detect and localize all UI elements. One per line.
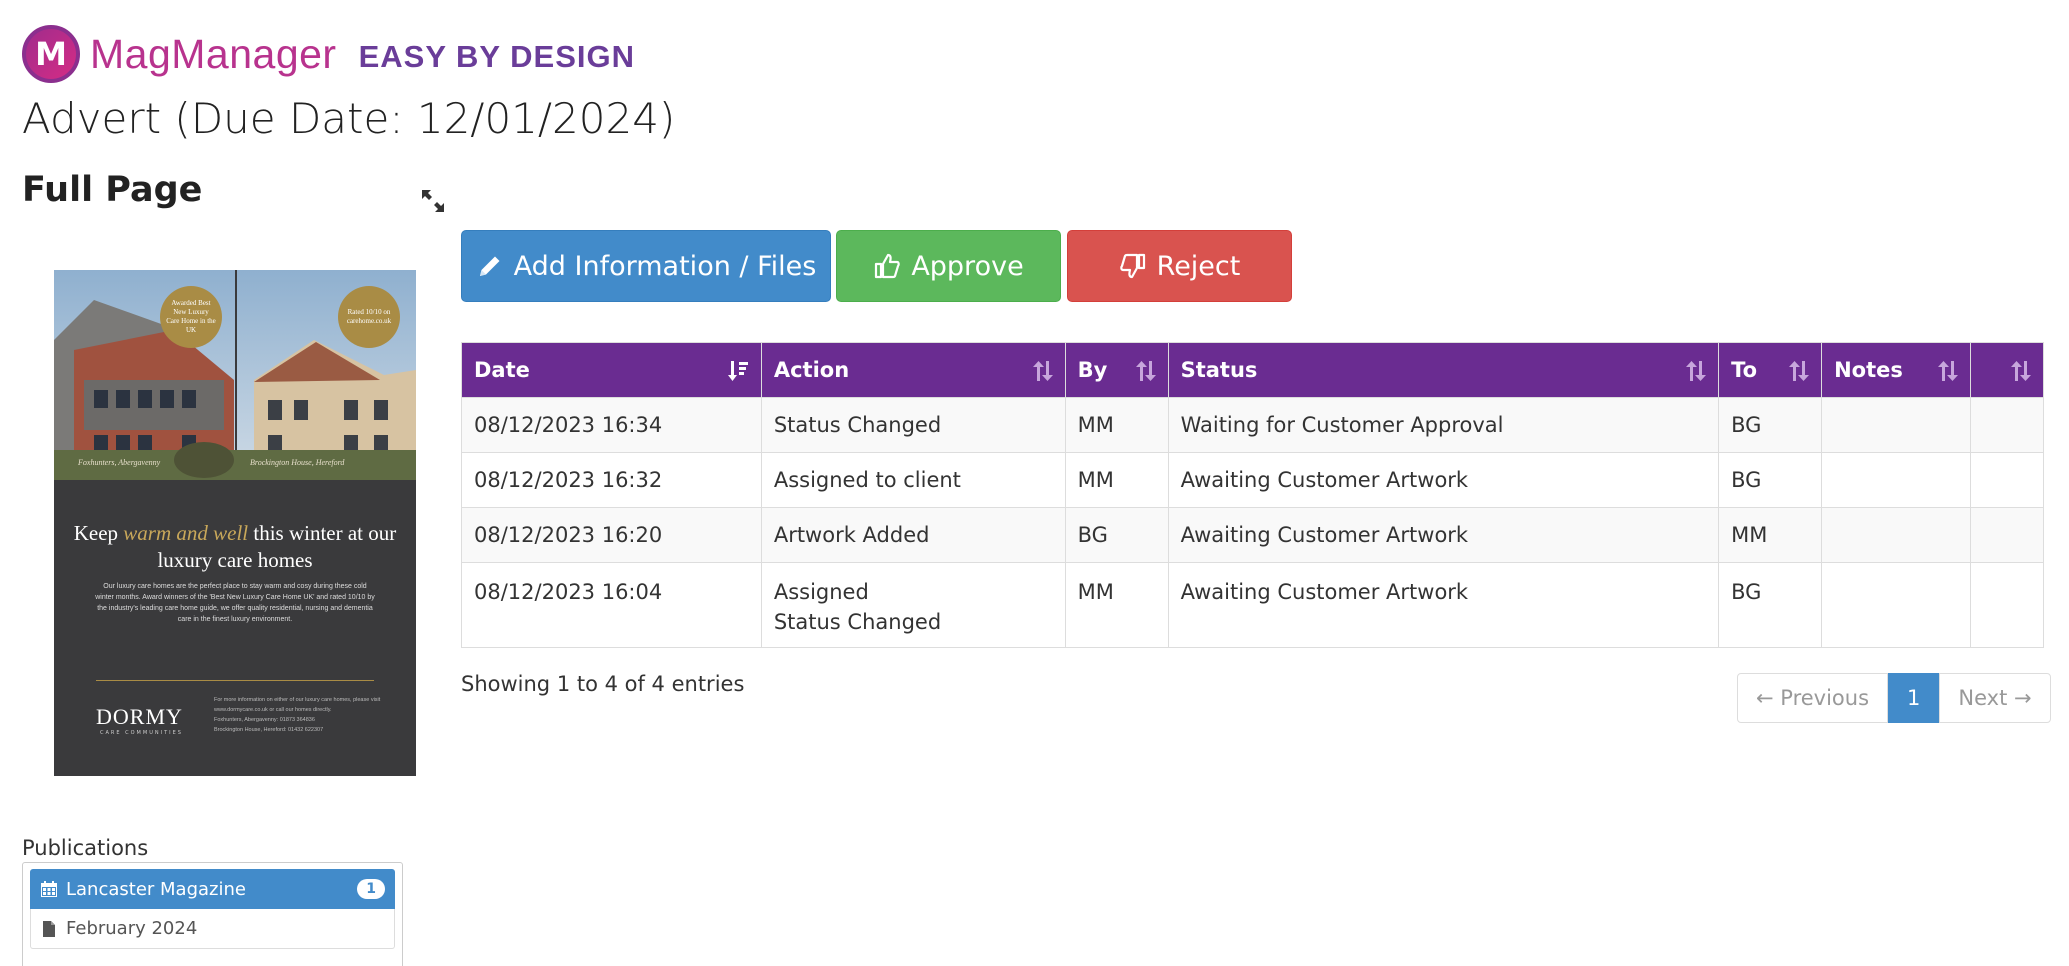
pencil-icon [479, 256, 500, 276]
cell-extra [1970, 507, 2044, 563]
cell-date: 08/12/2023 16:20 [461, 507, 762, 563]
approve-button[interactable]: Approve [836, 230, 1061, 302]
advert-brand-sub: CARE COMMUNITIES [100, 730, 183, 736]
cell-to: MM [1718, 507, 1823, 563]
column-header-notes[interactable]: Notes [1821, 342, 1972, 398]
history-table: Date Action By Status To Notes [461, 342, 2044, 648]
advert-body-text: Our luxury care homes are the perfect pl… [95, 583, 375, 623]
column-header-to[interactable]: To [1718, 342, 1823, 398]
cell-date: 08/12/2023 16:34 [461, 397, 762, 453]
add-information-files-button[interactable]: Add Information / Files [461, 230, 831, 302]
column-header-date[interactable]: Date [461, 342, 762, 398]
logo-name: MagManager [90, 30, 337, 77]
cell-status: Awaiting Customer Artwork [1167, 507, 1720, 563]
table-row: 08/12/2023 16:32 Assigned to client MM A… [461, 452, 2044, 508]
calendar-icon [40, 880, 58, 898]
cell-by: BG [1064, 507, 1169, 563]
advert-size-title: Full Page [22, 170, 203, 210]
cell-by: MM [1064, 397, 1169, 453]
cell-notes [1821, 562, 1972, 648]
thumbs-down-icon [1119, 253, 1145, 279]
expand-icon[interactable] [418, 186, 448, 216]
cell-status: Awaiting Customer Artwork [1167, 452, 1720, 508]
sort-icon [1135, 361, 1156, 381]
table-row: 08/12/2023 16:34 Status Changed MM Waiti… [461, 397, 2044, 453]
publications-label: Publications [22, 836, 149, 860]
table-row: 08/12/2023 16:04 Assigned Status Changed … [461, 562, 2044, 648]
sort-icon [1032, 361, 1053, 381]
pagination-page-1[interactable]: 1 [1888, 673, 1940, 723]
magmanager-logo: M MagManager EASY BY DESIGN [22, 24, 635, 84]
cell-to: BG [1718, 562, 1823, 648]
table-info: Showing 1 to 4 of 4 entries [461, 672, 745, 696]
cell-action: Assigned Status Changed [760, 562, 1066, 648]
sort-icon [2011, 361, 2031, 381]
sort-icon [1789, 361, 1810, 381]
column-header-action[interactable]: Action [760, 342, 1066, 398]
photo-caption-right: Brockington House, Hereford [250, 458, 345, 467]
award-seal-right: Rated 10/10 on carehome.co.uk [338, 286, 400, 348]
cell-date: 08/12/2023 16:04 [461, 562, 762, 648]
cell-extra [1970, 562, 2044, 648]
cell-action: Artwork Added [760, 507, 1066, 563]
reject-button[interactable]: Reject [1067, 230, 1292, 302]
file-icon [40, 920, 58, 938]
pagination-previous[interactable]: ← Previous [1737, 673, 1889, 723]
publication-item-lancaster[interactable]: Lancaster Magazine 1 [30, 869, 395, 909]
publication-issue-february-2024[interactable]: February 2024 [30, 909, 395, 949]
cell-by: MM [1064, 562, 1169, 648]
thumbs-up-icon [875, 253, 901, 279]
page-title: Advert (Due Date: 12/01/2024) [22, 94, 676, 143]
logo-mark-icon: M [22, 25, 80, 83]
publication-issue-label: February 2024 [66, 918, 198, 939]
cell-notes [1821, 507, 1972, 563]
advert-brand: DORMY [96, 704, 183, 729]
pagination: ← Previous 1 Next → [1737, 673, 2051, 723]
advert-divider [96, 680, 374, 681]
publications-panel: Lancaster Magazine 1 February 2024 [22, 862, 403, 966]
cell-date: 08/12/2023 16:32 [461, 452, 762, 508]
column-header-extra[interactable] [1970, 342, 2044, 398]
cell-status: Waiting for Customer Approval [1167, 397, 1720, 453]
cell-extra [1970, 397, 2044, 453]
pagination-next[interactable]: Next → [1939, 673, 2051, 723]
cell-to: BG [1718, 452, 1823, 508]
photo-caption-left: Foxhunters, Abergavenny [78, 458, 161, 467]
table-row: 08/12/2023 16:20 Artwork Added BG Awaiti… [461, 507, 2044, 563]
advert-contact: For more information on either of our lu… [214, 697, 381, 733]
logo-tagline: EASY BY DESIGN [358, 39, 636, 74]
cell-by: MM [1064, 452, 1169, 508]
advert-headline: Keep warm and well this winter at our lu… [73, 521, 397, 573]
award-seal-left: Awarded Best New Luxury Care Home in the… [160, 286, 222, 348]
advert-preview[interactable]: Awarded Best New Luxury Care Home in the… [54, 270, 416, 776]
cell-notes [1821, 397, 1972, 453]
cell-notes [1821, 452, 1972, 508]
column-header-status[interactable]: Status [1167, 342, 1720, 398]
publication-count-badge: 1 [357, 879, 385, 899]
publication-name: Lancaster Magazine [66, 878, 246, 900]
sort-icon [1938, 361, 1959, 381]
cell-status: Awaiting Customer Artwork [1167, 562, 1720, 648]
cell-action: Assigned to client [760, 452, 1066, 508]
cell-to: BG [1718, 397, 1823, 453]
sort-icon [1686, 361, 1707, 381]
table-header-row: Date Action By Status To Notes [461, 342, 2044, 398]
sort-desc-icon [727, 361, 748, 381]
cell-extra [1970, 452, 2044, 508]
cell-action: Status Changed [760, 397, 1066, 453]
column-header-by[interactable]: By [1064, 342, 1169, 398]
